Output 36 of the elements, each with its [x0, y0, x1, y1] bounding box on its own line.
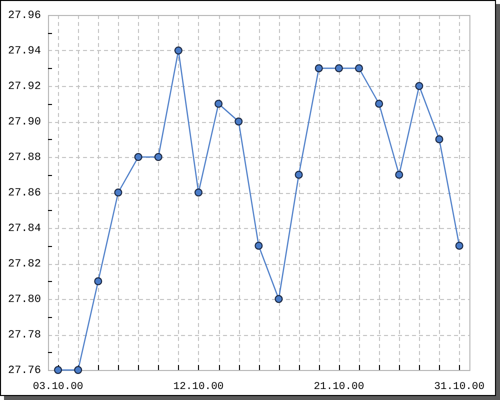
point — [214, 100, 223, 108]
x-tick-label: 03.10.00 — [32, 381, 84, 394]
point — [94, 277, 102, 286]
point — [314, 64, 323, 72]
x-tick-label: 21.10.00 — [314, 381, 364, 394]
x-tick-label: 12.10.00 — [173, 381, 224, 394]
point — [395, 170, 404, 179]
point — [154, 153, 162, 161]
point — [254, 242, 263, 250]
point — [294, 170, 303, 179]
y-tick-label: 27.96 — [8, 10, 41, 22]
y-tick-label: 27.82 — [8, 258, 41, 270]
y-tick-label: 27.76 — [8, 364, 41, 377]
y-tick-label: 27.94 — [8, 45, 42, 58]
y-tick-label: 27.88 — [8, 152, 41, 164]
point — [74, 366, 82, 374]
point — [355, 64, 363, 72]
point — [134, 153, 142, 161]
point — [415, 82, 424, 90]
y-tick-label: 27.84 — [8, 222, 42, 235]
point — [114, 188, 122, 196]
point — [174, 46, 182, 54]
x-tick-label: 31.10.00 — [434, 381, 485, 394]
y-tick-label: 27.92 — [8, 80, 41, 93]
y-tick-label: 27.78 — [8, 329, 41, 342]
point — [334, 64, 343, 72]
point — [455, 242, 464, 250]
point — [194, 188, 202, 196]
point — [54, 366, 62, 374]
y-tick-label: 27.90 — [8, 116, 41, 128]
point — [435, 135, 444, 144]
point — [375, 100, 384, 108]
y-tick-label: 27.80 — [8, 294, 41, 306]
point — [274, 295, 283, 303]
y-tick-label: 27.86 — [8, 187, 41, 200]
point — [234, 118, 243, 126]
